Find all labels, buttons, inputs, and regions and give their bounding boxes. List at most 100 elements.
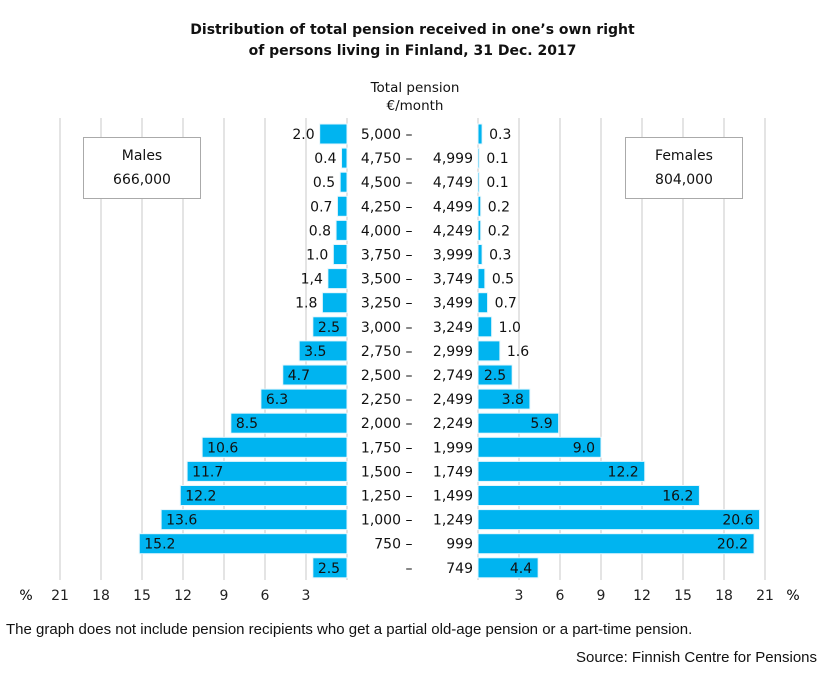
female-value-label: 9.0 [573,440,595,456]
female-bar [477,436,602,458]
male-bar [186,460,348,482]
male-value-label: 13.6 [166,513,197,529]
female-value-label: 0.1 [486,175,508,191]
category-label: 2,000–2,249 [361,416,473,432]
legend-females-total: 804,000 [655,172,713,188]
male-bar [298,340,348,362]
female-bar [477,509,761,531]
category-label: 4,250–4,499 [361,199,473,215]
female-bar [477,364,513,386]
female-bar [477,533,755,555]
footnote: The graph does not include pension recip… [6,621,693,638]
female-bar [477,123,483,145]
female-value-label: 0.2 [488,223,510,239]
legend-males-total: 666,000 [113,172,171,188]
category-axis-label: Total pension [370,80,460,96]
chart-title-line1: Distribution of total pension received i… [190,22,635,38]
male-value-label: 1.8 [295,296,317,312]
male-value-label: 0.7 [310,199,332,215]
female-value-label: 20.6 [722,513,753,529]
male-bar [312,557,348,579]
male-value-label: 6.3 [266,392,288,408]
category-label: 1,000–1,249 [361,513,473,529]
male-bar [312,316,348,338]
male-value-label: 0.5 [313,175,335,191]
female-value-label: 0.5 [492,272,514,288]
category-label: 2,250–2,499 [361,392,473,408]
category-label: 1,500–1,749 [361,464,473,480]
male-value-label: 8.5 [236,416,258,432]
category-label: 2,750–2,999 [361,344,473,360]
male-bar [321,292,348,314]
male-tick-label: 3 [302,588,311,604]
male-bar [341,147,348,169]
male-bar [260,388,348,410]
category-label: 3,750–3,999 [361,248,473,264]
female-value-label: 2.5 [484,368,506,384]
male-value-label: 2.0 [292,127,314,143]
legend-females-name: Females [655,148,713,164]
female-value-label: 0.3 [489,248,511,264]
female-value-label: 3.8 [502,392,524,408]
source-note: Source: Finnish Centre for Pensions [576,649,817,666]
female-tick-label: 18 [715,588,733,604]
male-value-label: 12.2 [185,489,216,505]
female-tick-label: 3 [515,588,524,604]
male-value-label: 2.5 [318,561,340,577]
category-label: 4,500–4,749 [361,175,473,191]
male-bar [230,412,348,434]
category-label: 5,000– [361,127,413,143]
category-label: 3,500–3,749 [361,272,473,288]
male-tick-label: 12 [174,588,192,604]
category-label: –749 [406,561,474,577]
male-tick-label: 21 [51,588,69,604]
female-bar [477,244,483,265]
male-bar [160,509,348,531]
male-value-label: 1.0 [306,248,328,264]
category-label: 3,000–3,249 [361,320,473,336]
female-value-label: 0.3 [489,127,511,143]
female-tick-label: 6 [556,588,565,604]
category-label: 1,750–1,999 [361,440,473,456]
female-unit-label: % [786,588,799,604]
male-tick-label: 15 [133,588,151,604]
male-bar [179,485,348,506]
female-bar [477,388,531,410]
legend-males-name: Males [121,148,163,164]
male-value-label: 15.2 [144,537,175,553]
legend-males: Males 666,000 [83,137,201,199]
category-axis-unit: €/month [386,98,444,114]
male-value-label: 0.4 [314,151,336,167]
female-tick-label: 12 [633,588,651,604]
female-value-label: 4.4 [510,561,532,577]
female-value-label: 0.7 [495,296,517,312]
category-label: 3,250–3,499 [361,296,473,312]
male-value-label: 4.7 [288,368,310,384]
female-bar [477,340,501,362]
male-value-label: 3.5 [304,344,326,360]
male-tick-label: 9 [220,588,229,604]
female-bar [477,195,482,217]
female-bar [477,292,489,314]
female-value-label: 0.2 [488,199,510,215]
category-label: 4,000–4,249 [361,223,473,239]
male-bar [201,436,348,458]
category-label: 1,250–1,499 [361,489,473,505]
female-value-label: 16.2 [662,489,693,505]
male-bar [335,219,348,241]
category-label: 750–999 [374,537,473,553]
male-value-label: 10.6 [207,440,238,456]
chart-title-line2: of persons living in Finland, 31 Dec. 20… [248,43,577,59]
male-value-label: 11.7 [192,464,223,480]
male-bar [327,268,348,290]
female-bar [477,412,560,434]
category-label: 2,500–2,749 [361,368,473,384]
female-bar [477,147,480,169]
male-tick-label: 6 [261,588,270,604]
female-bar [477,316,493,338]
legend-females: Females 804,000 [625,137,743,199]
male-bar [282,364,348,386]
female-tick-label: 15 [674,588,692,604]
male-unit-label: % [19,588,32,604]
